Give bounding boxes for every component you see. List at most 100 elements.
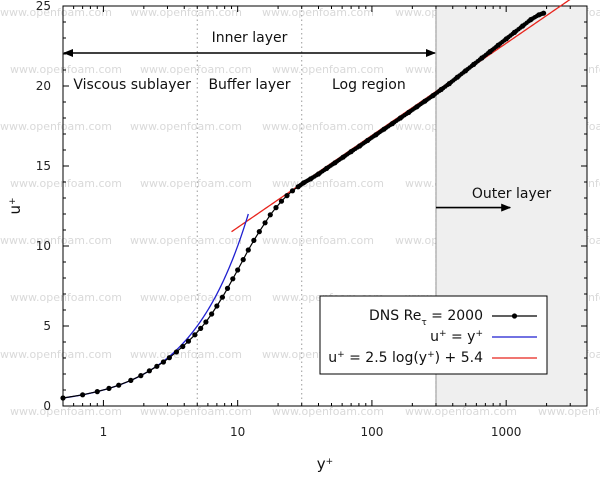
dns-point — [160, 359, 167, 365]
dns-point — [224, 285, 231, 291]
y-axis-title-base: u — [6, 205, 24, 215]
y-tick-label: 25 — [36, 0, 51, 13]
x-axis-title-base: y — [317, 455, 326, 473]
x-tick-label: 1000 — [491, 425, 522, 439]
plot-frame — [62, 5, 588, 407]
legend-entry-label: u+ = y+ — [430, 329, 483, 345]
watermark-text: www.openfoam.com — [262, 6, 374, 19]
watermark-text: www.openfoam.com — [140, 405, 252, 418]
dns-point — [60, 395, 66, 401]
dns-point — [209, 311, 215, 317]
dns-point — [284, 193, 290, 199]
watermark-text: www.openfoam.com — [130, 234, 242, 247]
dns-point — [80, 392, 86, 398]
legend-text-part: DNS Re — [369, 308, 421, 324]
log-region-label: Log region — [332, 77, 406, 93]
dns-point — [219, 294, 226, 300]
dns-point — [278, 198, 285, 204]
dns-point — [245, 247, 251, 253]
dns-point — [116, 382, 122, 388]
watermark-text: www.openfoam.com — [10, 405, 122, 418]
legend-text-part: u — [328, 350, 337, 366]
legend-text-sup: + — [475, 329, 483, 339]
legend-text-part: u — [430, 329, 439, 345]
x-tick-label: 1 — [100, 425, 108, 439]
dns-point — [240, 257, 246, 263]
inner-layer-label: Inner layer — [212, 30, 288, 46]
series-layer — [60, 0, 571, 401]
watermark-text: www.openfoam.com — [0, 6, 112, 19]
y-tick-label: 15 — [36, 159, 51, 173]
y-tick-label: 10 — [36, 239, 51, 253]
dns-point — [203, 319, 209, 325]
watermark-text: www.openfoam.com — [0, 234, 112, 247]
y-axis-title: u+ — [6, 197, 24, 214]
watermark-text: www.openfoam.com — [10, 291, 122, 304]
watermark-text: www.openfoam.com — [272, 177, 384, 190]
x-tick-label: 10 — [230, 425, 245, 439]
watermark-text: www.openfoam.com — [272, 63, 384, 76]
x-axis-title-sup: + — [326, 457, 334, 467]
watermark-text: www.openfoam.com — [130, 6, 242, 19]
dns-point — [106, 385, 112, 391]
region-annotations: Inner layer Viscous sublayer Buffer layer L… — [63, 30, 552, 212]
watermark-text: www.openfoam.com — [130, 348, 242, 361]
legend-box — [319, 295, 548, 375]
watermark-text: www.openfoam.com — [10, 177, 122, 190]
dns-point — [273, 205, 279, 211]
dns-point — [185, 338, 192, 344]
watermark-text: www.openfoam.com — [262, 234, 374, 247]
dns-point — [230, 276, 236, 282]
watermark-text: www.openfoam.com — [140, 291, 252, 304]
dns-point — [180, 343, 186, 350]
legend-text-part: ) + 5.4 — [435, 350, 483, 366]
watermark-text: www.openfoam.com — [0, 348, 112, 361]
x-axis-title: y+ — [317, 455, 333, 473]
dns-point — [214, 303, 220, 309]
dns-point — [138, 373, 144, 379]
legend-entry-label: DNS Reτ = 2000 — [369, 308, 483, 328]
watermark-text: www.openfoam.com — [262, 120, 374, 133]
y-tick-label: 0 — [43, 399, 51, 413]
y-tick-label: 20 — [36, 79, 51, 93]
watermark-text: www.openfoam.com — [140, 177, 252, 190]
dns-point — [192, 332, 198, 338]
dns-point — [173, 349, 180, 355]
dns-point — [154, 363, 160, 369]
dns-point — [128, 377, 134, 383]
legend-text-part: = 2.5 log(y — [345, 350, 427, 366]
dns-point — [267, 212, 273, 218]
dns-point — [289, 188, 296, 194]
watermark-text: www.openfoam.com — [272, 405, 384, 418]
dns-point — [94, 389, 100, 395]
dns-point — [251, 237, 257, 243]
legend-text-sup: + — [427, 350, 435, 360]
legend-text-sup: + — [439, 329, 447, 339]
dns-point — [166, 355, 172, 361]
legend-entry-label: u+ = 2.5 log(y+) + 5.4 — [328, 350, 483, 366]
dns-point — [235, 267, 241, 273]
dns-point — [256, 229, 262, 235]
legend-text-part: = y — [447, 329, 476, 345]
watermark-text: www.openfoam.com — [140, 63, 252, 76]
y-tick-label: 5 — [43, 319, 51, 333]
viscous-sublayer-label: Viscous sublayer — [73, 77, 191, 93]
dns-point — [198, 325, 204, 331]
legend-text-sup: + — [337, 350, 345, 360]
buffer-layer-label: Buffer layer — [208, 77, 290, 93]
legend-swatch-marker — [511, 313, 518, 319]
legend-text-sub: τ — [421, 318, 426, 328]
x-tick-label: 100 — [360, 425, 383, 439]
watermark-text: www.openfoam.com — [130, 120, 242, 133]
dns-point — [262, 220, 268, 226]
dns-point-dense — [540, 11, 545, 16]
legend-text-part: = 2000 — [427, 308, 483, 324]
dns-point — [146, 368, 152, 374]
outer-layer-label: Outer layer — [472, 186, 552, 202]
watermark-text: www.openfoam.com — [538, 405, 600, 418]
watermark-text: www.openfoam.com — [0, 120, 112, 133]
y-axis-title-sup: + — [8, 197, 18, 205]
